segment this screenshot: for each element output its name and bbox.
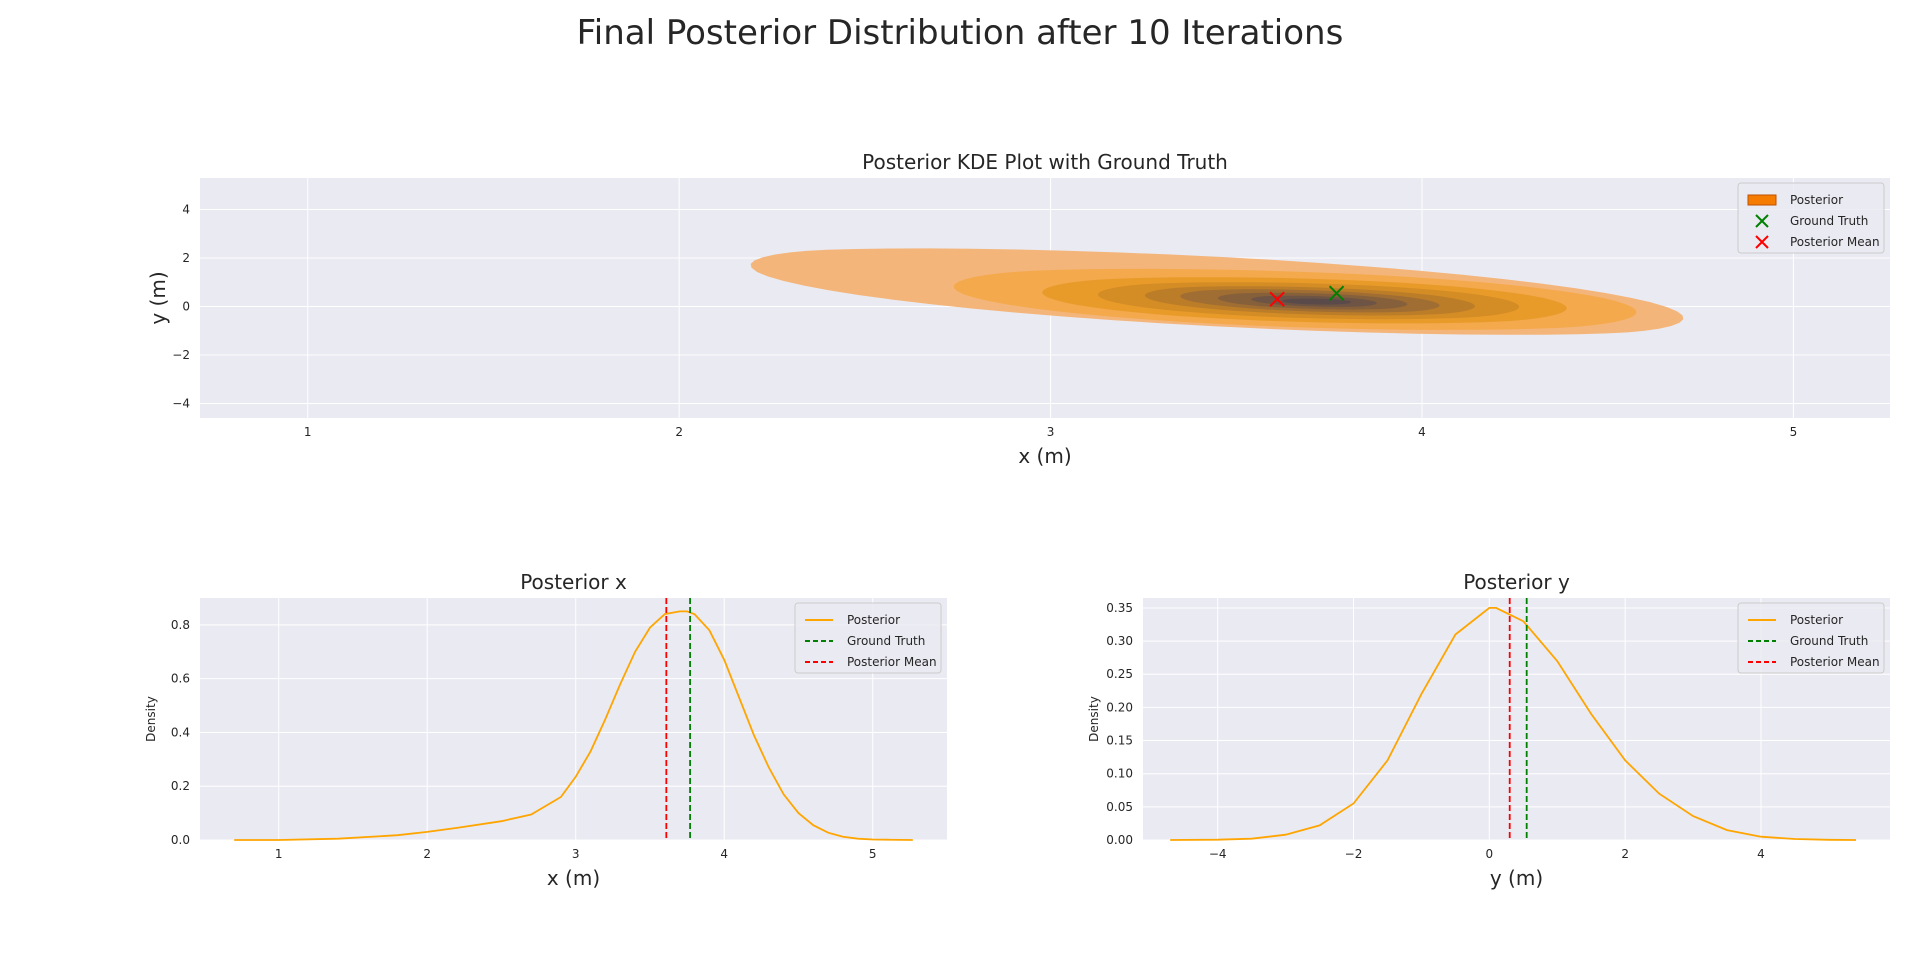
legend-label: Ground Truth xyxy=(1790,214,1868,228)
x-axis-label: x (m) xyxy=(547,866,600,890)
posterior-density-line xyxy=(1170,607,1857,841)
legend-label: Posterior Mean xyxy=(847,655,937,669)
x-tick-label: 4 xyxy=(720,847,728,861)
x-tick-label: 3 xyxy=(572,847,580,861)
kde-contours xyxy=(750,248,1684,335)
posterior-y-plot: −4 −2 0 2 4 0.00 0.05 0.10 0.15 0.20 0.25 0.30 0.35 P… xyxy=(1087,570,1890,890)
legend-marker xyxy=(1755,235,1769,249)
x-axis-label: y (m) xyxy=(1490,866,1543,890)
y-axis-label: y (m) xyxy=(146,271,170,324)
y-tick-label: 0 xyxy=(182,299,190,313)
legend-label: Posterior Mean xyxy=(1790,235,1880,249)
y-tick-label: 0.15 xyxy=(1106,734,1133,748)
y-tick-label: 0.8 xyxy=(171,618,190,632)
plot-title: Posterior y xyxy=(1463,570,1570,594)
x-tick-label: −2 xyxy=(1345,847,1363,861)
x-tick-label: 4 xyxy=(1418,425,1426,439)
plot-title: Posterior KDE Plot with Ground Truth xyxy=(862,150,1228,174)
x-tick-label: 3 xyxy=(1047,425,1055,439)
y-tick-label: 4 xyxy=(182,203,190,217)
posterior-mean-marker xyxy=(1269,291,1285,307)
legend-label: Posterior Mean xyxy=(1790,655,1880,669)
y-tick-label: −2 xyxy=(172,348,190,362)
x-tick-label: 4 xyxy=(1757,847,1765,861)
x-tick-label: 1 xyxy=(275,847,283,861)
kde-level-9 xyxy=(1282,298,1352,305)
y-tick-label: 0.2 xyxy=(171,779,190,793)
posterior-x-plot: 1 2 3 4 5 0.0 0.2 0.4 0.6 0.8 Posterior x x (m) Dens… xyxy=(144,570,947,890)
legend-label: Posterior xyxy=(1790,193,1843,207)
y-tick-label: 0.35 xyxy=(1106,601,1133,615)
x-tick-label: 5 xyxy=(869,847,877,861)
x-tick-label: 1 xyxy=(304,425,312,439)
y-axis-label: Density xyxy=(1087,696,1101,742)
figure-title: Final Posterior Distribution after 10 It… xyxy=(577,13,1344,53)
y-tick-label: −4 xyxy=(172,396,190,410)
x-tick-label: 2 xyxy=(423,847,431,861)
y-tick-label: 0.6 xyxy=(171,672,190,686)
x-tick-label: 5 xyxy=(1790,425,1798,439)
legend-marker xyxy=(1755,214,1769,228)
legend-posterior-swatch xyxy=(1747,194,1777,206)
x-tick-label: 2 xyxy=(1621,847,1629,861)
x-tick-label: 2 xyxy=(675,425,683,439)
y-tick-label: 0.4 xyxy=(171,725,190,739)
legend-label: Posterior xyxy=(1790,613,1843,627)
kde-plot: 1 2 3 4 5 4 2 0 −2 −4 Posterior KDE Plot with Grou… xyxy=(146,150,1890,468)
x-axis-label: x (m) xyxy=(1018,444,1071,468)
ground-truth-marker xyxy=(1328,285,1345,301)
legend-label: Posterior xyxy=(847,613,900,627)
legend-label: Ground Truth xyxy=(1790,634,1868,648)
y-tick-label: 2 xyxy=(182,251,190,265)
y-tick-label: 0.0 xyxy=(171,833,190,847)
y-axis-label: Density xyxy=(144,696,158,742)
y-tick-label: 0.00 xyxy=(1106,833,1133,847)
y-tick-label: 0.05 xyxy=(1106,800,1133,814)
y-tick-label: 0.30 xyxy=(1106,634,1133,648)
plot-title: Posterior x xyxy=(520,570,627,594)
y-tick-label: 0.25 xyxy=(1106,667,1133,681)
x-tick-label: 0 xyxy=(1486,847,1494,861)
legend-label: Ground Truth xyxy=(847,634,925,648)
y-tick-label: 0.20 xyxy=(1106,700,1133,714)
x-tick-label: −4 xyxy=(1209,847,1227,861)
posterior-density-line xyxy=(234,610,913,841)
y-tick-label: 0.10 xyxy=(1106,767,1133,781)
